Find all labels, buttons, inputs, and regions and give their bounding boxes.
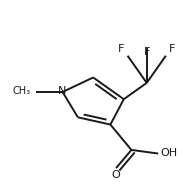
- Text: CH₃: CH₃: [13, 86, 31, 96]
- Text: OH: OH: [160, 148, 177, 158]
- Text: O: O: [112, 170, 120, 180]
- Text: N: N: [57, 86, 66, 96]
- Text: F: F: [118, 44, 125, 54]
- Text: F: F: [144, 47, 150, 57]
- Text: F: F: [169, 44, 175, 54]
